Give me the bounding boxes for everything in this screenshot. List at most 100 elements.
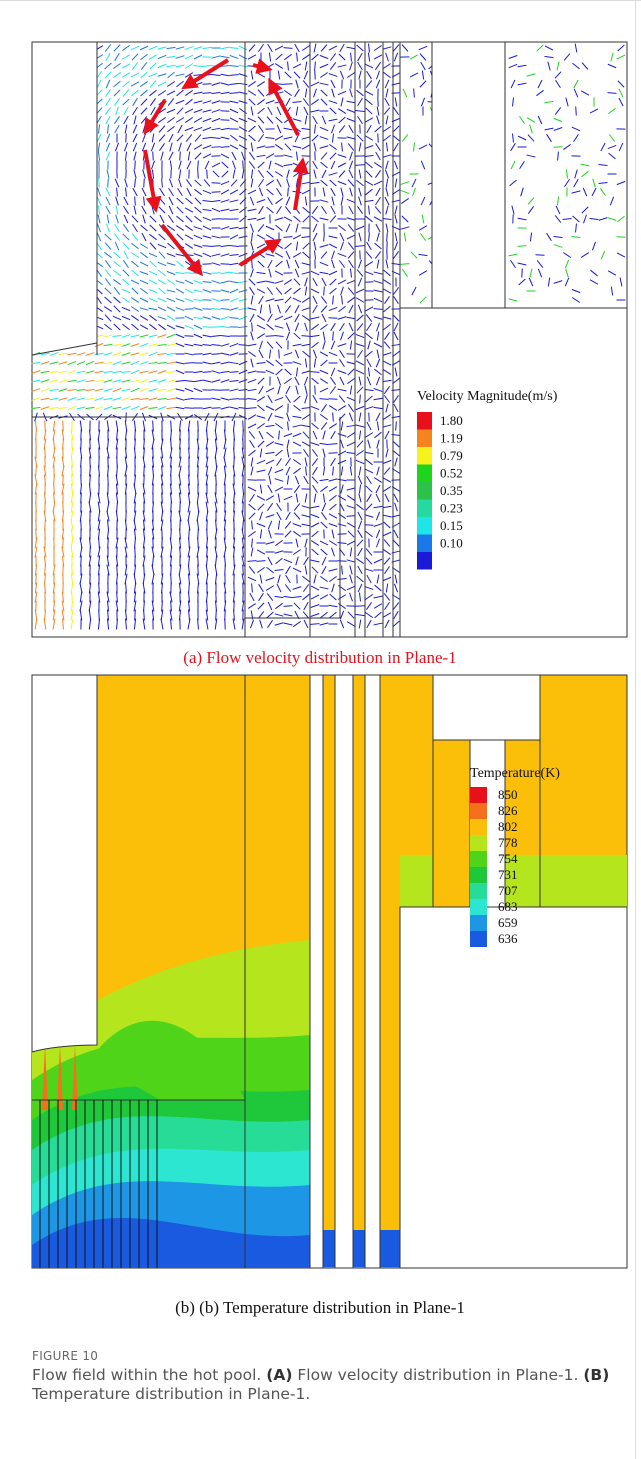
vector <box>123 250 129 260</box>
vector <box>598 217 608 221</box>
vector <box>161 600 163 612</box>
vector <box>319 369 329 375</box>
vector <box>238 235 248 239</box>
vector <box>257 566 265 574</box>
vector <box>286 169 290 179</box>
vector <box>202 216 212 222</box>
vector <box>149 215 157 223</box>
vector <box>52 582 56 594</box>
vector <box>394 97 398 107</box>
vector <box>294 43 300 53</box>
vector <box>211 245 221 247</box>
vector <box>160 151 164 161</box>
vector <box>194 134 202 142</box>
vector <box>175 306 185 312</box>
vector <box>193 379 203 383</box>
vector <box>148 343 158 347</box>
vector <box>202 200 212 202</box>
vector <box>357 349 363 359</box>
vector <box>248 530 256 538</box>
vector <box>374 368 382 376</box>
vector <box>553 127 563 131</box>
wall-left <box>32 42 97 343</box>
vector <box>97 124 101 134</box>
vector <box>312 295 318 305</box>
vector <box>277 520 281 530</box>
vector <box>274 396 284 402</box>
vector <box>392 440 400 448</box>
vector <box>366 421 372 431</box>
vector <box>170 600 172 612</box>
vector <box>608 152 616 160</box>
vector <box>211 361 221 365</box>
vector <box>301 424 311 428</box>
vector <box>311 215 319 223</box>
vector <box>571 190 581 194</box>
vector <box>286 178 290 188</box>
vector <box>267 259 273 269</box>
vector <box>284 89 292 97</box>
legend-swatch <box>417 464 432 482</box>
vector <box>320 179 328 187</box>
structure-line <box>31 342 98 356</box>
vector <box>284 530 292 538</box>
vector <box>304 565 308 575</box>
vector <box>413 88 415 98</box>
vector <box>202 263 212 265</box>
vector <box>393 107 399 115</box>
vector <box>598 164 608 166</box>
vector <box>121 315 131 321</box>
vector <box>250 178 254 188</box>
vector <box>508 298 518 302</box>
vector <box>184 315 194 321</box>
vector <box>61 465 65 477</box>
vector <box>229 253 239 257</box>
vector <box>205 618 209 630</box>
vector <box>160 474 164 486</box>
vector <box>265 541 275 545</box>
vector <box>553 235 563 239</box>
vector <box>105 97 111 107</box>
vector <box>274 280 284 284</box>
vector <box>157 316 167 320</box>
vector <box>211 182 221 184</box>
vector <box>35 528 37 540</box>
vector <box>211 353 221 355</box>
vector <box>348 304 354 314</box>
vector <box>248 44 256 52</box>
vector <box>97 438 101 450</box>
vector <box>140 107 148 115</box>
vector <box>251 583 253 593</box>
vector <box>58 388 68 392</box>
vector <box>527 134 535 142</box>
vector <box>400 226 410 230</box>
legend-swatch <box>470 867 487 883</box>
vector <box>205 456 209 468</box>
vector <box>293 215 301 223</box>
vector <box>392 602 400 610</box>
vector <box>546 133 552 143</box>
vector <box>169 142 173 152</box>
vector <box>106 528 110 540</box>
vector <box>214 492 218 504</box>
vector <box>157 261 167 267</box>
vector <box>249 619 255 629</box>
vector <box>238 388 248 392</box>
vector <box>229 271 239 275</box>
vector <box>355 343 365 347</box>
vector <box>131 269 139 277</box>
vector <box>70 618 74 630</box>
vector <box>220 308 230 310</box>
flow-arrow <box>143 98 167 135</box>
vector <box>364 586 374 590</box>
vector <box>366 493 372 503</box>
vector <box>265 451 275 455</box>
vector <box>159 187 165 197</box>
vector <box>356 386 364 394</box>
vector <box>140 89 148 97</box>
vector <box>292 297 302 303</box>
vector <box>301 414 311 420</box>
legend-swatch <box>470 931 487 947</box>
vector <box>256 495 266 501</box>
